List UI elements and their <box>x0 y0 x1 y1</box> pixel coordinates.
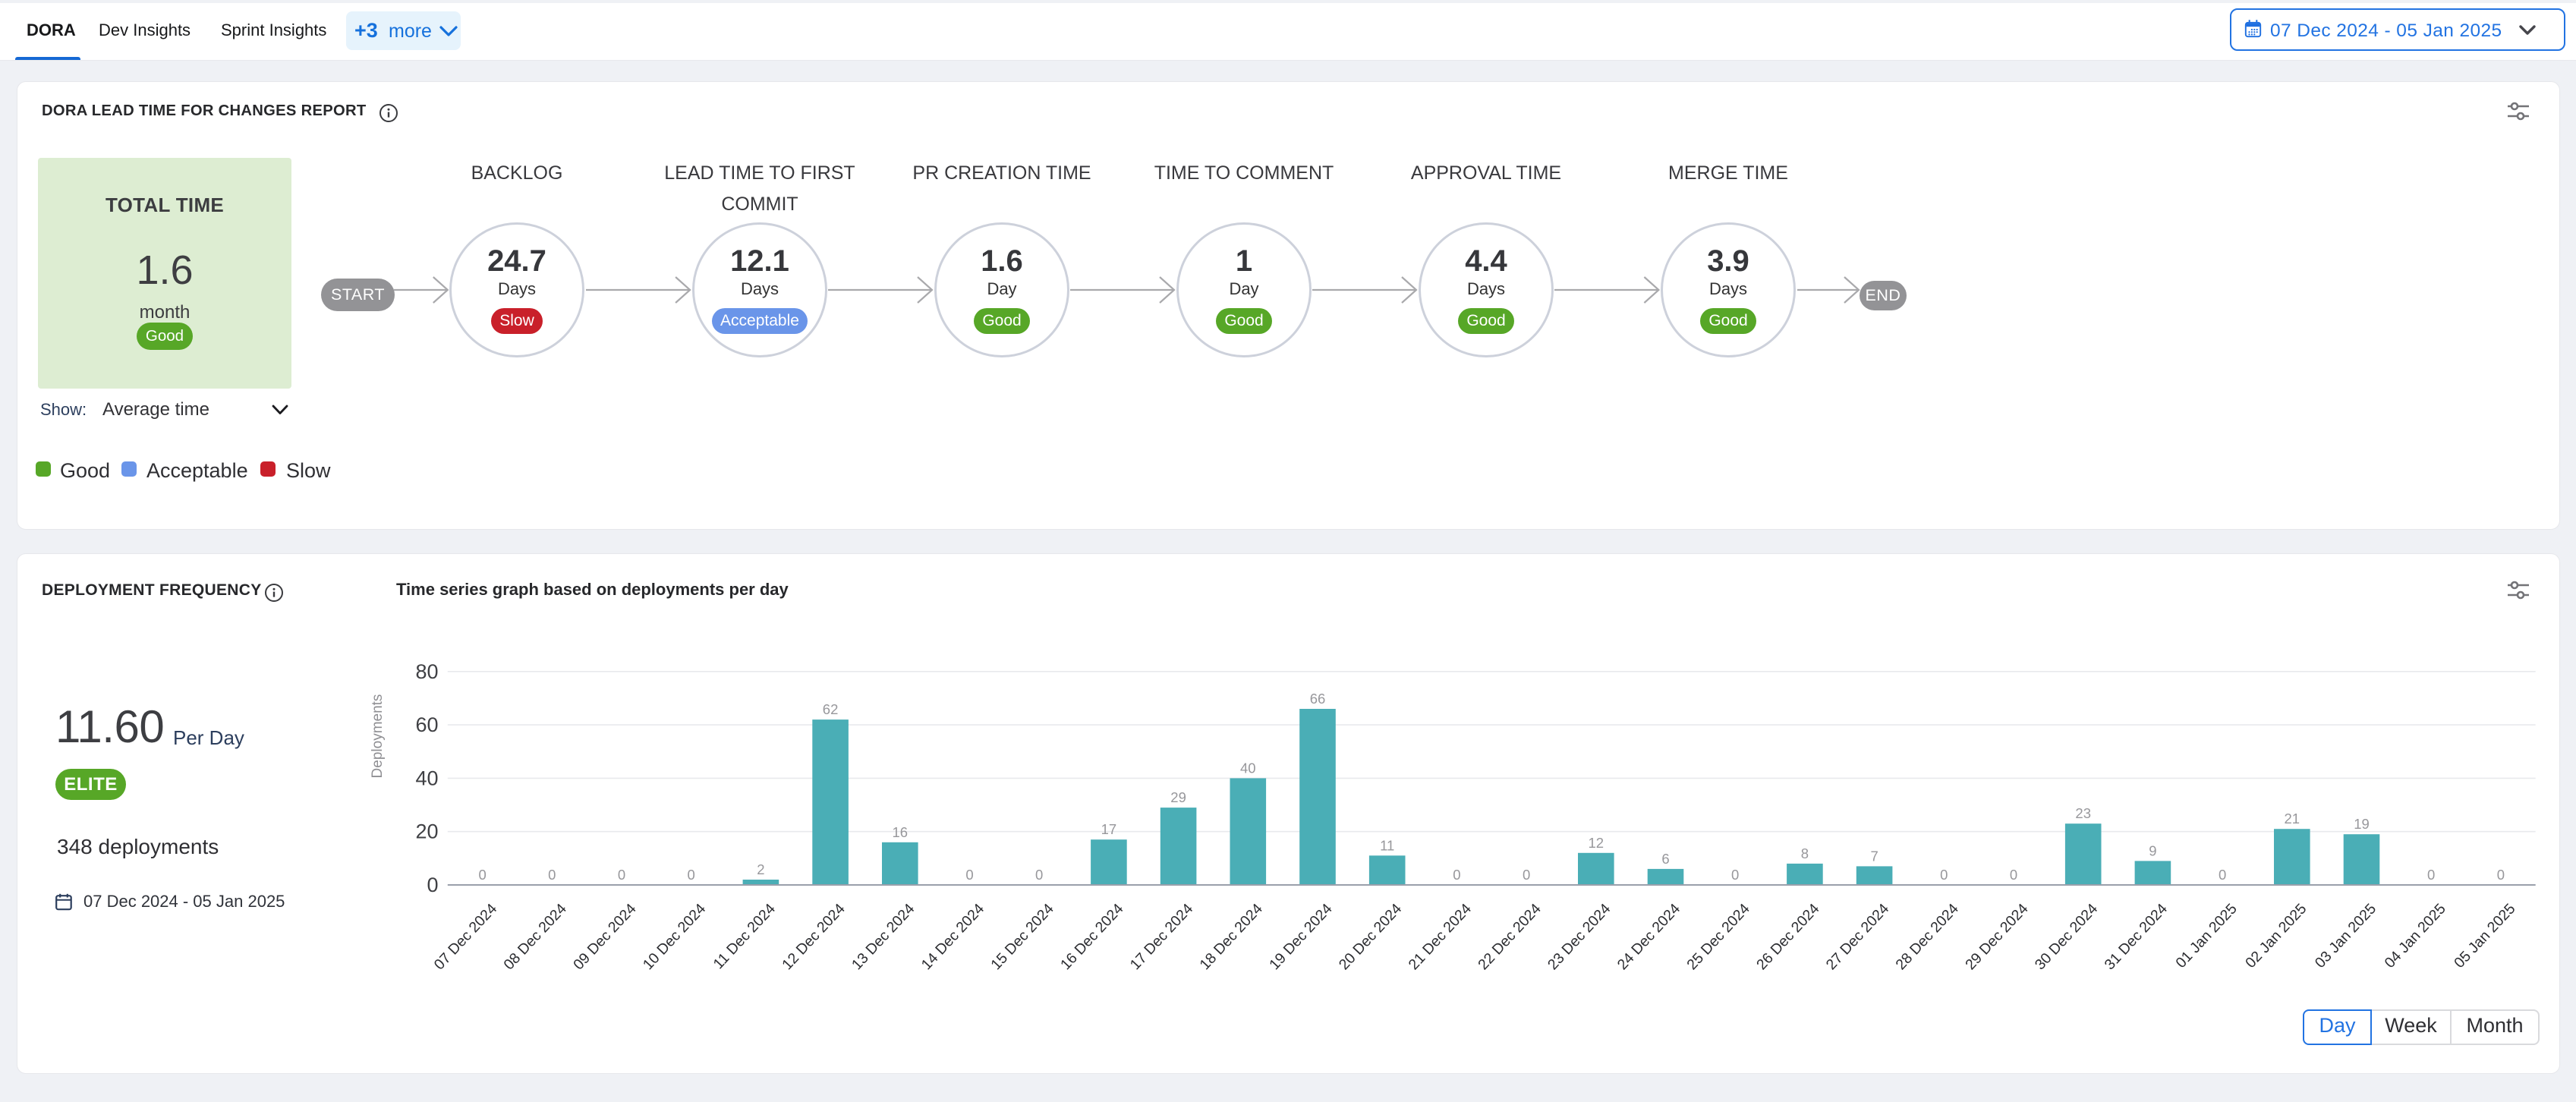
svg-text:0: 0 <box>1731 867 1739 883</box>
svg-text:27 Dec 2024: 27 Dec 2024 <box>1823 900 1893 973</box>
svg-text:08 Dec 2024: 08 Dec 2024 <box>500 900 570 973</box>
svg-text:0: 0 <box>2427 867 2435 883</box>
svg-text:20 Dec 2024: 20 Dec 2024 <box>1336 900 1406 973</box>
svg-text:2: 2 <box>757 861 764 877</box>
svg-text:21: 21 <box>2285 811 2300 826</box>
svg-text:9: 9 <box>2149 842 2156 858</box>
svg-text:60: 60 <box>415 713 438 736</box>
svg-text:23 Dec 2024: 23 Dec 2024 <box>1545 900 1614 973</box>
svg-text:16: 16 <box>893 824 909 840</box>
svg-text:12 Dec 2024: 12 Dec 2024 <box>779 900 849 973</box>
svg-text:02 Jan 2025: 02 Jan 2025 <box>2242 900 2310 971</box>
svg-text:0: 0 <box>1523 867 1530 883</box>
svg-text:03 Jan 2025: 03 Jan 2025 <box>2312 900 2379 971</box>
svg-text:11 Dec 2024: 11 Dec 2024 <box>710 900 779 972</box>
svg-text:07 Dec 2024: 07 Dec 2024 <box>431 900 501 973</box>
svg-text:09 Dec 2024: 09 Dec 2024 <box>570 900 640 973</box>
svg-text:0: 0 <box>1453 867 1460 883</box>
svg-text:0: 0 <box>618 867 625 883</box>
svg-text:04 Jan 2025: 04 Jan 2025 <box>2382 900 2449 971</box>
svg-text:30 Dec 2024: 30 Dec 2024 <box>2032 900 2102 973</box>
svg-text:66: 66 <box>1310 691 1326 707</box>
svg-text:21 Dec 2024: 21 Dec 2024 <box>1406 900 1475 973</box>
svg-text:40: 40 <box>415 767 438 789</box>
svg-text:20: 20 <box>415 820 438 843</box>
svg-text:10 Dec 2024: 10 Dec 2024 <box>640 900 710 973</box>
svg-text:13 Dec 2024: 13 Dec 2024 <box>849 900 918 973</box>
svg-text:24 Dec 2024: 24 Dec 2024 <box>1614 900 1684 973</box>
svg-text:0: 0 <box>2219 867 2226 883</box>
svg-text:6: 6 <box>1661 851 1669 867</box>
svg-text:15 Dec 2024: 15 Dec 2024 <box>987 900 1057 973</box>
svg-text:12: 12 <box>1589 835 1604 851</box>
svg-text:18 Dec 2024: 18 Dec 2024 <box>1196 900 1266 973</box>
svg-text:7: 7 <box>1870 848 1878 864</box>
svg-text:19: 19 <box>2354 816 2370 832</box>
svg-text:0: 0 <box>478 867 486 883</box>
svg-text:0: 0 <box>2010 867 2017 883</box>
svg-text:29: 29 <box>1170 789 1186 805</box>
svg-text:22 Dec 2024: 22 Dec 2024 <box>1475 900 1545 973</box>
svg-text:0: 0 <box>965 867 973 883</box>
svg-text:28 Dec 2024: 28 Dec 2024 <box>1892 900 1962 973</box>
svg-text:17: 17 <box>1101 821 1117 837</box>
svg-text:0: 0 <box>1940 867 1948 883</box>
svg-text:0: 0 <box>548 867 556 883</box>
svg-text:80: 80 <box>415 660 438 683</box>
svg-text:19 Dec 2024: 19 Dec 2024 <box>1266 900 1336 973</box>
svg-text:31 Dec 2024: 31 Dec 2024 <box>2102 900 2171 973</box>
svg-text:01 Jan 2025: 01 Jan 2025 <box>2172 900 2240 971</box>
svg-text:26 Dec 2024: 26 Dec 2024 <box>1753 900 1823 973</box>
svg-text:14 Dec 2024: 14 Dec 2024 <box>918 900 988 973</box>
svg-text:8: 8 <box>1801 845 1809 861</box>
svg-text:0: 0 <box>1035 867 1043 883</box>
svg-text:40: 40 <box>1240 760 1256 776</box>
svg-text:0: 0 <box>427 874 438 896</box>
svg-text:16 Dec 2024: 16 Dec 2024 <box>1057 900 1127 973</box>
svg-text:23: 23 <box>2075 805 2091 821</box>
svg-text:17 Dec 2024: 17 Dec 2024 <box>1127 900 1197 973</box>
svg-text:Deployments: Deployments <box>370 694 386 779</box>
svg-text:62: 62 <box>823 701 839 717</box>
svg-text:0: 0 <box>2497 867 2505 883</box>
svg-text:29 Dec 2024: 29 Dec 2024 <box>1962 900 2032 973</box>
svg-text:05 Jan 2025: 05 Jan 2025 <box>2451 900 2518 971</box>
svg-text:25 Dec 2024: 25 Dec 2024 <box>1683 900 1753 973</box>
svg-text:11: 11 <box>1380 837 1394 853</box>
svg-text:0: 0 <box>688 867 695 883</box>
